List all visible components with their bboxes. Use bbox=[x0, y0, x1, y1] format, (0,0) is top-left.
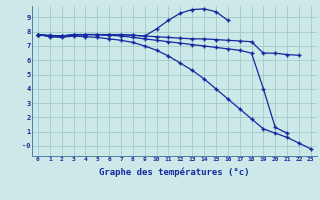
X-axis label: Graphe des températures (°c): Graphe des températures (°c) bbox=[99, 168, 250, 177]
